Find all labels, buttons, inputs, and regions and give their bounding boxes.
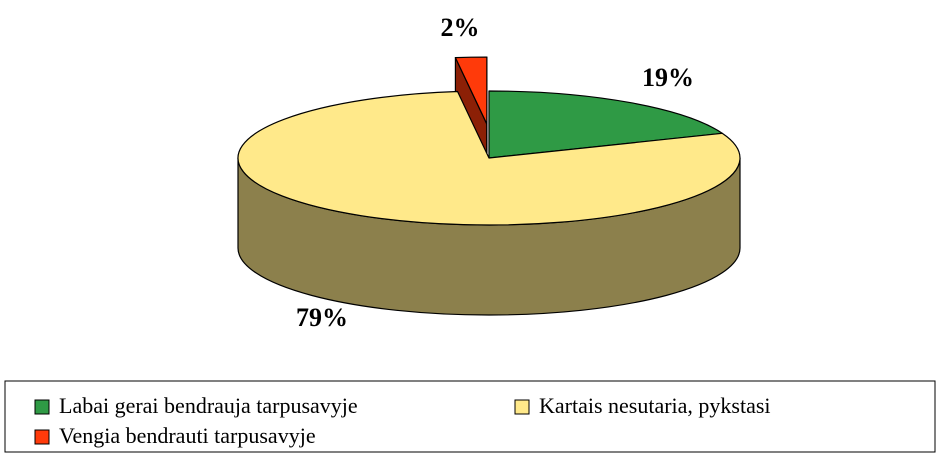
slice xyxy=(488,90,723,159)
value-label: 79% xyxy=(296,303,348,332)
slice xyxy=(454,56,488,125)
legend: Labai gerai bendrauja tarpusavyje Kartais… xyxy=(34,393,771,448)
pie: 19% 79% 2% xyxy=(237,13,741,332)
legend-label: Labai gerai bendrauja tarpusavyje xyxy=(59,393,358,418)
legend-swatch xyxy=(34,399,50,415)
legend-label: Vengia bendrauti tarpusavyje xyxy=(59,423,316,448)
legend-label: Kartais nesutaria, pykstasi xyxy=(539,393,771,418)
value-label: 2% xyxy=(441,13,480,42)
value-label: 19% xyxy=(642,63,694,92)
legend-box xyxy=(4,380,936,453)
legend-swatch xyxy=(514,399,530,415)
legend-swatch xyxy=(34,429,50,445)
slice xyxy=(237,90,741,226)
